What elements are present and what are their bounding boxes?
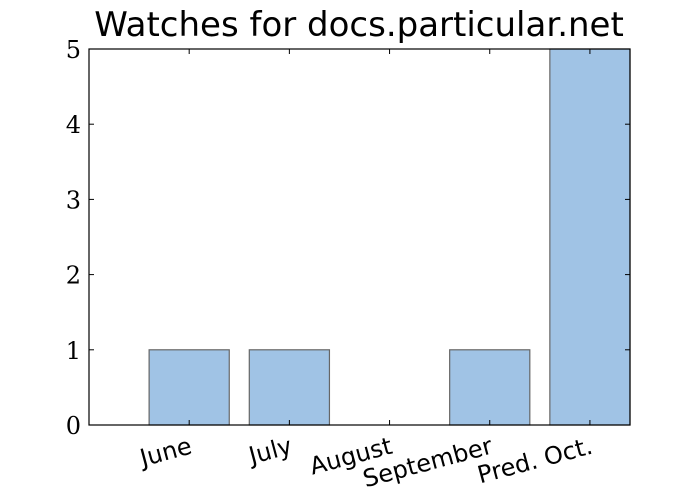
- chart-title: Watches for docs.particular.net: [94, 5, 624, 45]
- plot-frame: [88, 48, 631, 426]
- bar-july: [248, 349, 331, 426]
- y-tick-label: 5: [66, 36, 81, 64]
- x-tick-label: June: [135, 432, 195, 473]
- y-tick-label: 1: [66, 337, 81, 365]
- x-tick-label: July: [244, 432, 295, 471]
- bar-june: [148, 349, 230, 426]
- bar-september: [449, 349, 531, 426]
- bars-layer: [148, 48, 631, 426]
- x-tick-label: Pred. Oct.: [474, 432, 595, 490]
- y-tick-label: 3: [66, 186, 81, 214]
- y-tick-label: 0: [66, 412, 81, 440]
- bar-pred-oct: [549, 48, 631, 426]
- y-tick-label: 2: [66, 262, 81, 290]
- y-tick-label: 4: [66, 111, 81, 139]
